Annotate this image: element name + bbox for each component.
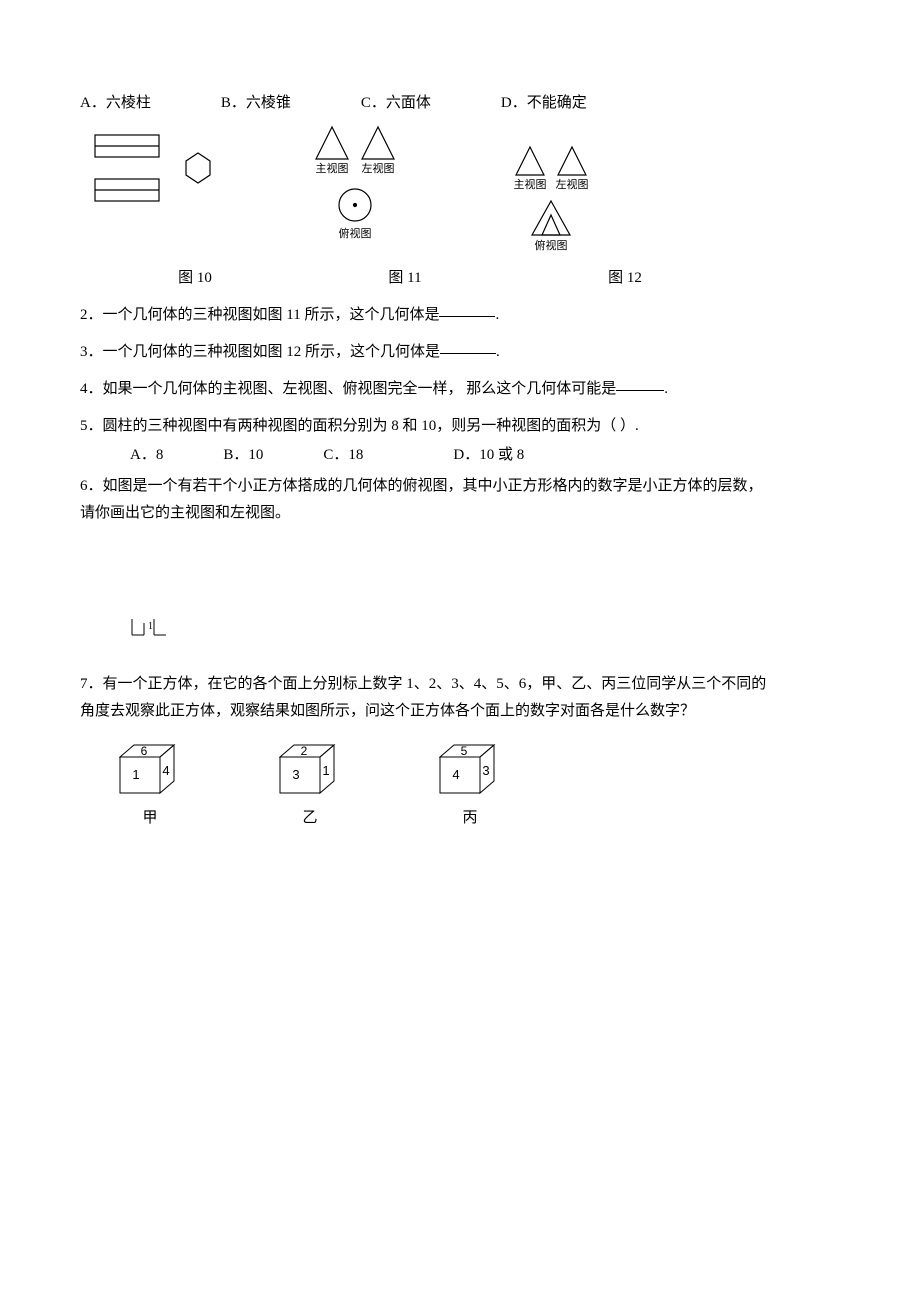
cube-jia-top: 6 — [141, 744, 148, 758]
question-6-line2: 请你画出它的主视图和左视图。 — [80, 500, 840, 527]
option-b: B．六棱锥 — [221, 90, 291, 117]
cube-yi-top: 2 — [301, 744, 308, 758]
q5-opt-a: A．8 — [130, 442, 163, 469]
question-7-line1: 7．有一个正方体，在它的各个面上分别标上数字 1、2、3、4、5、6，甲、乙、丙… — [80, 671, 840, 698]
question-4: 4．如果一个几何体的主视图、左视图、俯视图完全一样， 那么这个几何体可能是. — [80, 376, 840, 403]
q6-box-svg: 1 — [130, 617, 170, 641]
fig12-front-label: 主视图 — [514, 177, 547, 191]
cube-bing-label: 丙 — [462, 805, 477, 832]
q5-opt-d: D．10 或 8 — [453, 442, 524, 469]
q2-pre: 2．一个几何体的三种视图如图 11 所示，这个几何体是 — [80, 307, 439, 323]
cube-bing-right: 3 — [482, 763, 489, 778]
q3-post: . — [496, 344, 500, 360]
fig12-left-label: 左视图 — [556, 177, 589, 191]
q5-text: 5．圆柱的三种视图中有两种视图的面积分别为 8 和 10，则另一种视图的面积为（… — [80, 418, 639, 434]
q3-pre: 3．一个几何体的三种视图如图 12 所示，这个几何体是 — [80, 344, 440, 360]
fig11-top-label: 俯视图 — [339, 226, 372, 240]
q7-text2: 角度去观察此正方体，观察结果如图所示，问这个正方体各个面上的数字对面各是什么数字… — [80, 703, 695, 719]
q5-options: A．8 B．10 C．18 D．10 或 8 — [130, 442, 840, 469]
cube-jia-front: 1 — [132, 767, 139, 782]
cube-yi-right: 1 — [322, 763, 329, 778]
q5-opt-c: C．18 — [323, 442, 363, 469]
fig11-svg: 主视图 左视图 俯视图 — [300, 123, 430, 253]
cube-bing-svg: 5 4 3 — [430, 739, 510, 801]
cube-bing-top: 5 — [461, 744, 468, 758]
figure-10 — [80, 123, 230, 233]
cube-yi: 2 3 1 乙 — [270, 739, 350, 832]
q6-text1: 6．如图是一个有若干个小正方体搭成的几何体的俯视图，其中小正方形格内的数字是小正… — [80, 478, 763, 494]
cube-jia-label: 甲 — [142, 805, 157, 832]
caption-fig10: 图 10 — [120, 265, 270, 292]
question-6-line1: 6．如图是一个有若干个小正方体搭成的几何体的俯视图，其中小正方形格内的数字是小正… — [80, 473, 840, 500]
q7-text1: 7．有一个正方体，在它的各个面上分别标上数字 1、2、3、4、5、6，甲、乙、丙… — [80, 676, 766, 692]
cube-bing-front: 4 — [452, 767, 459, 782]
q3-blank — [440, 353, 496, 354]
cube-jia: 6 1 4 甲 — [110, 739, 190, 832]
figure-12: 主视图 左视图 俯视图 — [500, 143, 630, 263]
q6-text2: 请你画出它的主视图和左视图。 — [80, 505, 290, 521]
question-2: 2．一个几何体的三种视图如图 11 所示，这个几何体是. — [80, 302, 840, 329]
fig11-left-label: 左视图 — [362, 161, 395, 175]
cube-jia-right: 4 — [162, 763, 169, 778]
fig10-svg — [80, 123, 230, 233]
question-7-line2: 角度去观察此正方体，观察结果如图所示，问这个正方体各个面上的数字对面各是什么数字… — [80, 698, 840, 725]
fig12-top-label: 俯视图 — [535, 238, 568, 252]
q4-blank — [616, 390, 664, 391]
figure-11: 主视图 左视图 俯视图 — [300, 123, 430, 253]
cube-bing: 5 4 3 丙 — [430, 739, 510, 832]
q5-opt-b: B．10 — [223, 442, 263, 469]
q2-blank — [439, 316, 495, 317]
cube-yi-svg: 2 3 1 — [270, 739, 350, 801]
option-d: D．不能确定 — [501, 90, 587, 117]
q1-options: A．六棱柱 B．六棱锥 C．六面体 D．不能确定 — [80, 90, 840, 117]
figures-row: 主视图 左视图 俯视图 主视图 左视图 俯视图 — [80, 123, 840, 263]
cube-yi-front: 3 — [292, 767, 299, 782]
q4-pre: 4．如果一个几何体的主视图、左视图、俯视图完全一样， 那么这个几何体可能是 — [80, 381, 616, 397]
q6-figure: 1 — [130, 617, 840, 651]
q6-digit: 1 — [148, 621, 153, 632]
question-3: 3．一个几何体的三种视图如图 12 所示，这个几何体是. — [80, 339, 840, 366]
fig12-svg: 主视图 左视图 俯视图 — [500, 143, 630, 263]
q4-post: . — [664, 381, 668, 397]
caption-fig11: 图 11 — [310, 265, 500, 292]
option-a: A．六棱柱 — [80, 90, 151, 117]
fig11-front-label: 主视图 — [316, 161, 349, 175]
caption-fig12: 图 12 — [560, 265, 690, 292]
q7-cubes: 6 1 4 甲 2 3 1 乙 5 4 3 — [110, 739, 840, 832]
q2-post: . — [495, 307, 499, 323]
cube-yi-label: 乙 — [302, 805, 317, 832]
option-c: C．六面体 — [361, 90, 431, 117]
question-5: 5．圆柱的三种视图中有两种视图的面积分别为 8 和 10，则另一种视图的面积为（… — [80, 413, 840, 440]
figure-captions: 图 10 图 11 图 12 — [120, 265, 840, 292]
cube-jia-svg: 6 1 4 — [110, 739, 190, 801]
